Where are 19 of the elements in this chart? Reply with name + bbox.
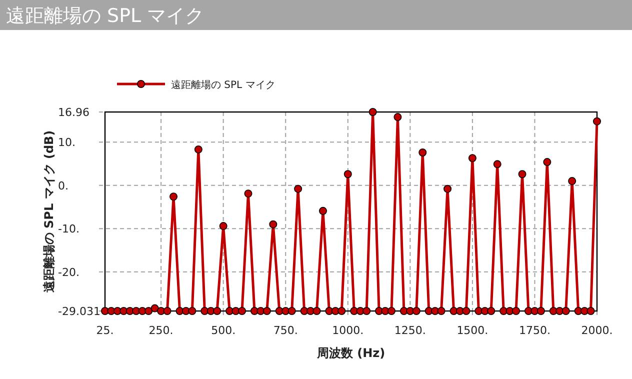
y-tick-label: -29.031 [58,305,100,318]
chart-title: 遠距離場の SPL マイク [6,5,204,27]
legend-label: 遠距離場の SPL マイク [171,79,276,91]
x-tick-label: 1000. [332,324,364,337]
y-tick-label: 0. [58,179,68,192]
y-tick-label: 10. [58,136,76,150]
x-tick-label: 1750. [518,324,550,337]
y-tick-label: -10. [58,222,80,236]
x-tick-label: 250. [148,324,174,337]
x-tick-label: 1500. [456,324,488,337]
x-tick-label: 2000. [581,324,613,337]
x-tick-label: 750. [273,324,298,337]
x-tick-label: 1250. [394,324,426,337]
x-tick-label: 500. [211,324,236,337]
x-axis-title: 周波数 (Hz) [316,346,386,360]
y-axis-title: 遠距離場の SPL マイク (dB) [42,130,56,294]
x-tick-label: 25. [96,324,114,337]
y-tick-label: 16.96 [58,106,90,119]
y-tick-label: -20. [58,266,80,279]
